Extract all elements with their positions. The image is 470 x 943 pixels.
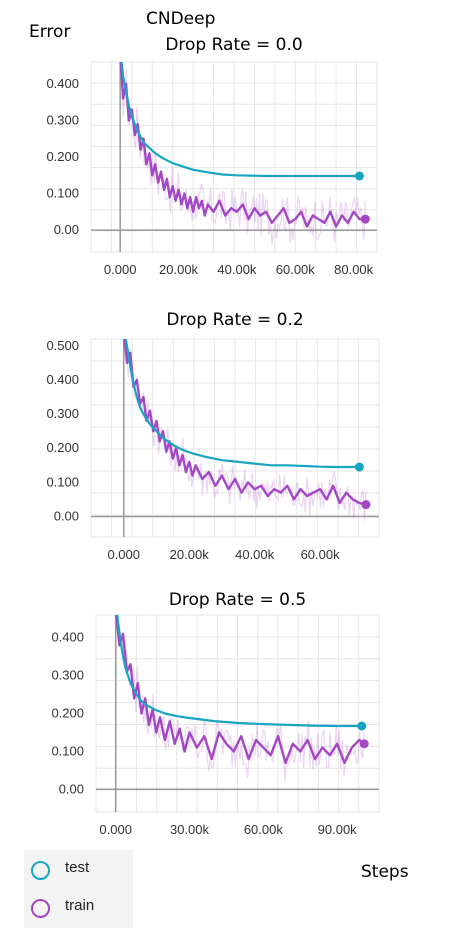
plot-title: Drop Rate = 0.2 <box>166 310 303 330</box>
plot-panel-2: 0.00 0.100 0.200 0.300 0.400 0.000 30.00k 60.00… <box>51 590 380 837</box>
legend-item-test[interactable]: test <box>28 856 128 886</box>
x-tick-label: 80.00k <box>334 262 374 277</box>
x-tick-label: 20.00k <box>159 262 199 277</box>
series-train-endpoint <box>360 214 370 224</box>
x-axis-label: Steps <box>361 862 409 882</box>
series-train-endpoint <box>359 739 369 749</box>
y-tick-label: 0.500 <box>46 338 79 353</box>
x-tick-label: 90.00k <box>318 822 358 837</box>
series-test <box>120 62 360 178</box>
y-tick-label: 0.300 <box>46 406 79 421</box>
y-tick-label: 0.00 <box>54 222 79 237</box>
legend-item-train[interactable]: train <box>28 894 128 924</box>
figure-title: CNDeep <box>146 9 216 29</box>
legend-label-test: test <box>65 859 90 876</box>
x-tick-label: 60.00k <box>244 822 284 837</box>
y-tick-label: 0.200 <box>46 440 79 455</box>
x-tick-label: 0.000 <box>104 262 137 277</box>
x-tick-label: 40.00k <box>235 547 275 562</box>
series-test <box>116 615 362 728</box>
y-tick-label: 0.200 <box>46 149 79 164</box>
x-tick-label: 0.000 <box>99 822 132 837</box>
y-axis-label: Error <box>29 22 71 42</box>
grid <box>90 338 380 538</box>
series-train-endpoint <box>361 500 371 510</box>
legend-marker-train <box>31 899 50 918</box>
grid <box>90 61 378 253</box>
x-tick-label: 40.00k <box>217 262 257 277</box>
legend-label-train: train <box>65 897 95 914</box>
series-train <box>115 615 365 764</box>
x-tick-label: 60.00k <box>276 262 316 277</box>
y-tick-label: 0.00 <box>59 781 84 796</box>
plot-title: Drop Rate = 0.5 <box>169 590 306 610</box>
y-tick-label: 0.400 <box>46 76 79 91</box>
y-tick-label: 0.100 <box>46 474 79 489</box>
plot-panel-1: 0.00 0.100 0.200 0.300 0.400 0.500 0.000 20.00k… <box>46 310 380 562</box>
series-test-endpoint <box>357 721 367 731</box>
y-tick-label: 0.100 <box>46 186 79 201</box>
series-train <box>123 339 367 506</box>
grid <box>95 614 380 813</box>
y-tick-label: 0.400 <box>46 372 79 387</box>
x-tick-label: 20.00k <box>170 547 210 562</box>
x-tick-label: 60.00k <box>301 547 341 562</box>
legend: test train <box>24 850 133 928</box>
x-tick-label: 30.00k <box>170 822 210 837</box>
series-test <box>124 339 360 469</box>
y-tick-label: 0.100 <box>51 743 84 758</box>
series-train <box>119 62 366 228</box>
y-tick-label: 0.400 <box>51 630 84 645</box>
y-tick-label: 0.00 <box>54 509 79 524</box>
y-tick-label: 0.200 <box>51 706 84 721</box>
series-test-endpoint <box>354 462 364 472</box>
series-test-endpoint <box>354 171 364 181</box>
legend-marker-test <box>31 861 50 880</box>
plot-title: Drop Rate = 0.0 <box>165 35 302 55</box>
y-tick-label: 0.300 <box>51 668 84 683</box>
x-tick-label: 0.000 <box>107 547 140 562</box>
plot-panel-0: 0.00 0.100 0.200 0.300 0.400 0.000 20.00k 40.00… <box>46 35 378 277</box>
y-tick-label: 0.300 <box>46 112 79 127</box>
